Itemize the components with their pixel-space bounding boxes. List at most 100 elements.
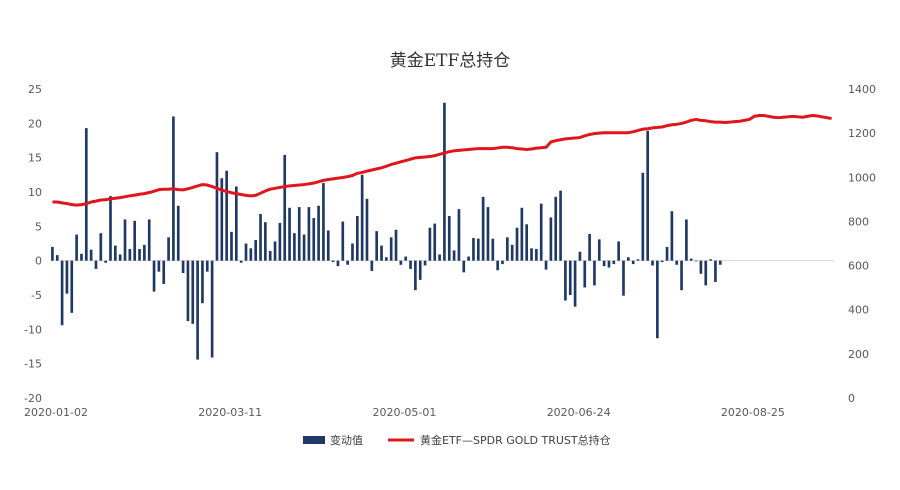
- bar: [544, 260, 548, 270]
- bar: [51, 246, 54, 261]
- bar: [704, 260, 708, 286]
- bar: [322, 183, 325, 261]
- bar: [501, 260, 504, 265]
- y-left-tick-label: 5: [35, 220, 42, 233]
- bar: [617, 241, 620, 261]
- bar: [307, 207, 311, 261]
- bar: [452, 250, 456, 261]
- bar: [656, 260, 659, 339]
- bar: [476, 238, 480, 261]
- bar: [597, 239, 601, 261]
- bar: [201, 260, 204, 304]
- bar: [293, 233, 296, 261]
- y-right-tick-label: 1200: [848, 127, 876, 140]
- bar: [578, 251, 582, 261]
- y-left-tick-label: 0: [35, 255, 42, 268]
- y-left-tick-label: 10: [28, 186, 42, 199]
- bar: [278, 222, 282, 261]
- bar: [559, 190, 562, 261]
- bar: [234, 186, 238, 261]
- bar: [104, 260, 107, 263]
- bar: [355, 216, 359, 261]
- bar: [394, 229, 398, 261]
- y-left-tick-label: -10: [24, 323, 42, 336]
- bar: [418, 260, 422, 280]
- bar: [380, 245, 383, 261]
- bar: [370, 260, 374, 271]
- y-right-tick-label: 600: [848, 260, 869, 273]
- bar: [612, 260, 616, 265]
- bar: [326, 230, 330, 261]
- bar: [70, 260, 74, 313]
- bar: [506, 237, 509, 261]
- bar: [157, 260, 161, 272]
- bar: [496, 260, 499, 271]
- bar: [423, 260, 427, 266]
- bar: [520, 207, 524, 261]
- bar: [302, 234, 306, 261]
- x-axis: 2020-01-02 2020-03-11 2020-05-01 2020-06-24…: [24, 406, 785, 419]
- bar: [176, 205, 180, 261]
- bar: [404, 256, 408, 261]
- bar: [670, 211, 674, 261]
- bar: [593, 260, 596, 286]
- bar: [336, 260, 340, 267]
- y-left-tick-label: 15: [28, 152, 42, 165]
- bar: [147, 219, 151, 261]
- bar: [568, 260, 572, 295]
- bar: [186, 260, 190, 322]
- bar: [549, 217, 553, 261]
- bar: [225, 170, 228, 261]
- bar: [341, 221, 345, 261]
- bar: [365, 198, 369, 261]
- y-right-tick-label: 1000: [848, 171, 876, 184]
- bar: [162, 260, 166, 285]
- bar: [128, 248, 132, 261]
- legend: 变动值 黄金ETF—SPDR GOLD TRUST总持仓: [303, 433, 611, 447]
- y-right-tick-label: 800: [848, 215, 869, 228]
- bar: [486, 207, 490, 261]
- legend-label-line: 黄金ETF—SPDR GOLD TRUST总持仓: [420, 433, 611, 447]
- bar: [714, 260, 717, 282]
- y-right-tick-label: 200: [848, 348, 869, 361]
- bar: [646, 130, 650, 261]
- bar: [510, 244, 514, 261]
- bar: [651, 260, 654, 266]
- bar: [312, 218, 316, 261]
- bar: [414, 260, 417, 291]
- bar: [55, 255, 59, 261]
- x-tick-label: 2020-03-11: [198, 406, 262, 419]
- bar: [438, 254, 441, 261]
- bar: [689, 258, 693, 261]
- bar: [675, 260, 679, 265]
- bar: [467, 256, 470, 261]
- bar: [230, 231, 233, 261]
- bar: [133, 220, 137, 261]
- bar: [244, 243, 248, 261]
- bar: [433, 223, 437, 261]
- bar: [118, 254, 122, 261]
- bar: [699, 260, 703, 274]
- bar: [665, 246, 669, 261]
- bar: [389, 237, 393, 261]
- bar: [554, 196, 558, 261]
- bar-series: [51, 102, 722, 360]
- y-left-tick-label: -15: [24, 358, 42, 371]
- bar: [525, 224, 529, 261]
- x-tick-label: 2020-06-24: [547, 406, 611, 419]
- y-axis-right: 1400 1200 1000 800 600 400 200 0: [848, 83, 876, 405]
- bar: [191, 260, 195, 324]
- bar: [607, 260, 611, 268]
- bar: [123, 219, 127, 261]
- bar: [360, 174, 364, 261]
- bar: [641, 172, 645, 261]
- bar: [660, 260, 664, 263]
- x-tick-label: 2020-05-01: [372, 406, 436, 419]
- bar: [109, 196, 112, 261]
- bar: [346, 260, 349, 265]
- bar: [462, 260, 466, 273]
- bar: [626, 257, 630, 261]
- bar: [515, 227, 519, 261]
- bar: [428, 227, 432, 261]
